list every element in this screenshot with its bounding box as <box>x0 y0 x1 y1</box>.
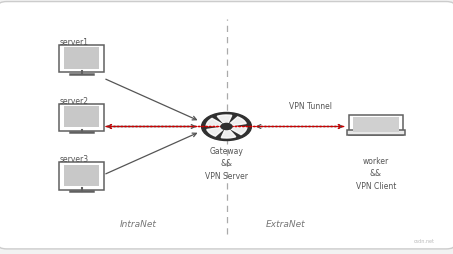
Circle shape <box>221 124 232 130</box>
FancyBboxPatch shape <box>0 3 453 249</box>
Wedge shape <box>206 119 222 127</box>
FancyBboxPatch shape <box>349 116 403 136</box>
Wedge shape <box>217 116 232 124</box>
Wedge shape <box>221 130 236 138</box>
Text: worker
&&
VPN Client: worker && VPN Client <box>356 156 396 190</box>
Circle shape <box>202 113 251 141</box>
Text: ExtraNet: ExtraNet <box>265 220 305 229</box>
Text: server1: server1 <box>60 38 89 47</box>
Text: Gateway
&&
VPN Server: Gateway && VPN Server <box>205 146 248 180</box>
FancyBboxPatch shape <box>59 46 104 73</box>
FancyBboxPatch shape <box>59 163 104 190</box>
FancyBboxPatch shape <box>353 118 399 133</box>
FancyBboxPatch shape <box>64 48 99 69</box>
FancyBboxPatch shape <box>59 104 104 132</box>
Wedge shape <box>230 117 246 126</box>
Text: csdn.net: csdn.net <box>414 237 435 243</box>
Text: IntraNet: IntraNet <box>120 220 157 229</box>
Wedge shape <box>207 128 223 137</box>
Text: server3: server3 <box>60 155 89 164</box>
Text: server2: server2 <box>60 97 89 105</box>
FancyBboxPatch shape <box>347 130 405 135</box>
FancyBboxPatch shape <box>64 107 99 128</box>
Text: VPN Tunnel: VPN Tunnel <box>289 102 332 110</box>
Wedge shape <box>231 127 247 135</box>
FancyBboxPatch shape <box>64 165 99 186</box>
